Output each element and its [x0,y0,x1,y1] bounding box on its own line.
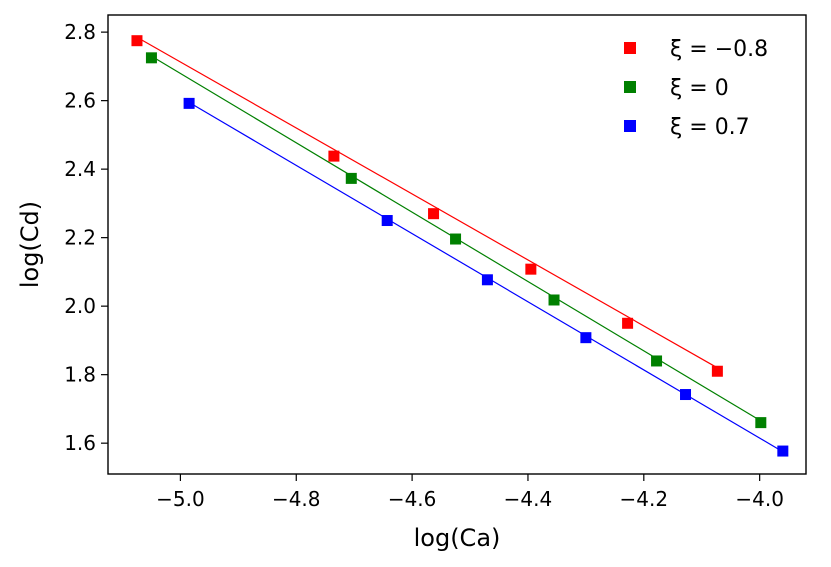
y-axis-label: log(Cd) [16,201,44,288]
data-point-series-1-1 [345,172,357,184]
data-point-series-2-1 [381,215,393,227]
y-tick-label: 2.6 [64,89,96,113]
y-axis: 1.6 1.8 2.0 2.2 2.4 2.6 2.8 [64,20,108,455]
x-axis: −5.0 −4.8 −4.6 −4.4 −4.2 −4.0 [156,474,784,511]
data-point-series-2-3 [580,332,592,344]
plot-area [107,14,807,475]
y-tick-label: 1.8 [64,363,96,387]
fit-line-series-0 [136,36,718,369]
x-tick-label: −4.0 [735,487,784,511]
x-tick-label: −4.4 [504,487,553,511]
legend-label-series-0: ξ = −0.8 [670,37,768,62]
x-tick-label: −4.6 [388,487,437,511]
data-point-series-1-5 [755,417,767,429]
data-point-series-0-1 [328,150,340,162]
data-point-series-0-0 [131,35,143,47]
x-tick-label: −4.2 [620,487,669,511]
data-point-series-1-3 [548,294,560,306]
y-tick-label: 2.4 [64,157,96,181]
y-tick-label: 2.0 [64,294,96,318]
legend-marker-series-1 [624,81,636,93]
legend-marker-series-0 [624,42,636,54]
data-point-series-1-0 [145,52,157,64]
data-point-series-0-4 [622,317,634,329]
x-axis-label: log(Ca) [414,524,501,552]
y-tick-label: 2.8 [64,20,96,44]
data-point-series-0-3 [525,263,537,275]
data-point-series-1-2 [450,233,462,245]
x-tick-label: −5.0 [156,487,205,511]
data-point-series-0-2 [428,208,440,220]
x-tick-label: −4.8 [272,487,321,511]
legend-label-series-2: ξ = 0.7 [670,115,750,140]
data-point-series-2-2 [481,274,493,286]
legend-marker-series-2 [624,120,636,132]
legend: ξ = −0.8 ξ = 0 ξ = 0.7 [624,37,768,140]
data-point-series-1-4 [651,355,663,367]
data-point-series-0-5 [711,365,723,377]
plot-frame [107,14,807,475]
data-point-series-2-0 [183,97,195,109]
data-point-series-2-5 [777,445,789,457]
y-tick-label: 2.2 [64,226,96,250]
legend-label-series-1: ξ = 0 [670,76,729,101]
data-point-series-2-4 [680,389,692,401]
y-tick-label: 1.6 [64,431,96,455]
